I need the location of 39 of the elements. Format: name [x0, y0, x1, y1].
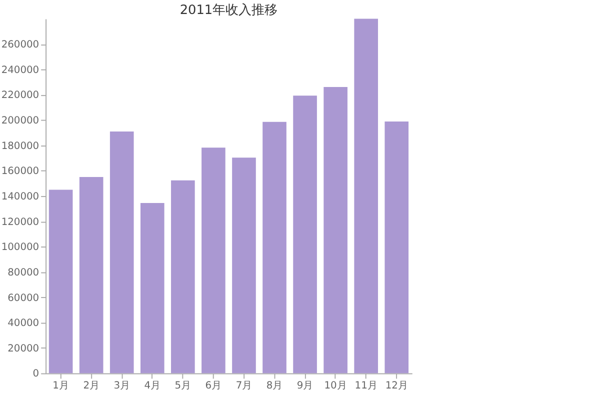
x-tick-label: 12月: [385, 380, 408, 392]
bar: [384, 121, 409, 374]
y-tick-label: 0: [32, 368, 40, 380]
x-tick-label: 1月: [52, 380, 69, 392]
x-tick-label: 3月: [114, 380, 130, 392]
y-tick-label: 80000: [8, 267, 40, 278]
y-tick-label: 160000: [1, 166, 40, 178]
bar: [79, 177, 104, 374]
y-tick-label: 40000: [8, 318, 40, 330]
chart-title: 2011年收入推移: [180, 2, 278, 18]
x-tick-label: 8月: [266, 380, 283, 392]
y-tick-label: 260000: [1, 40, 40, 51]
y-tick-label: 60000: [8, 292, 40, 304]
bar: [140, 203, 164, 374]
bar: [171, 180, 195, 374]
y-tick-label: 180000: [1, 140, 40, 152]
x-tick-label: 4月: [144, 380, 161, 392]
y-tick-label: 120000: [1, 216, 40, 228]
bar: [232, 158, 256, 374]
bar: [324, 87, 348, 374]
bar: [354, 18, 378, 374]
x-tick-label: 10月: [324, 380, 347, 392]
x-tick-label: 6月: [205, 380, 222, 392]
x-tick-label: 11月: [354, 380, 378, 392]
y-tick-label: 100000: [1, 242, 40, 254]
y-tick-label: 200000: [1, 116, 40, 127]
bar: [110, 131, 134, 374]
y-tick-label: 20000: [8, 343, 40, 354]
bar: [202, 148, 226, 374]
bar: [48, 190, 73, 374]
y-tick-label: 220000: [1, 90, 40, 102]
x-tick-label: 2月: [83, 380, 100, 392]
x-tick-label: 9月: [296, 380, 314, 392]
bar: [262, 122, 286, 374]
y-tick-label: 140000: [1, 192, 40, 203]
x-tick-label: 7月: [236, 380, 252, 392]
bar: [293, 96, 317, 374]
x-tick-label: 5月: [174, 380, 192, 392]
y-tick-label: 240000: [1, 64, 40, 76]
